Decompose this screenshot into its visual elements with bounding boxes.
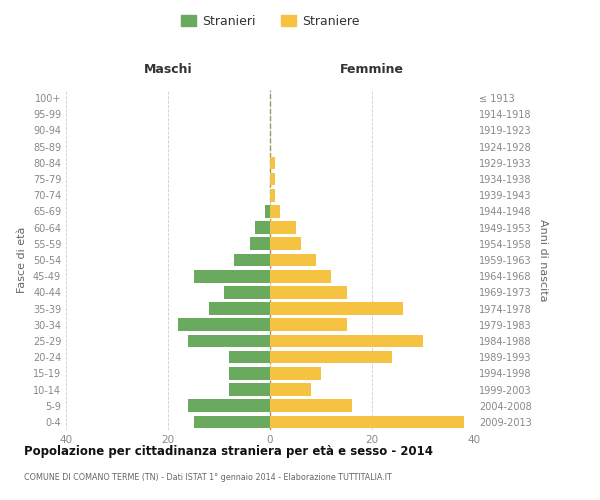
Bar [270, 416, 464, 428]
Y-axis label: Anni di nascita: Anni di nascita [538, 218, 548, 301]
Bar [229, 383, 270, 396]
Bar [270, 334, 423, 347]
Bar [270, 189, 275, 202]
Y-axis label: Fasce di età: Fasce di età [17, 227, 27, 293]
Text: Popolazione per cittadinanza straniera per età e sesso - 2014: Popolazione per cittadinanza straniera p… [24, 445, 433, 458]
Bar [193, 416, 270, 428]
Bar [188, 400, 270, 412]
Text: Femmine: Femmine [340, 64, 404, 76]
Bar [209, 302, 270, 315]
Bar [229, 351, 270, 364]
Bar [270, 254, 316, 266]
Bar [270, 156, 275, 169]
Bar [193, 270, 270, 282]
Bar [270, 383, 311, 396]
Bar [270, 351, 392, 364]
Bar [178, 318, 270, 331]
Bar [270, 172, 275, 186]
Bar [235, 254, 270, 266]
Bar [265, 205, 270, 218]
Bar [270, 400, 352, 412]
Bar [188, 334, 270, 347]
Text: COMUNE DI COMANO TERME (TN) - Dati ISTAT 1° gennaio 2014 - Elaborazione TUTTITAL: COMUNE DI COMANO TERME (TN) - Dati ISTAT… [24, 472, 392, 482]
Bar [224, 286, 270, 298]
Bar [270, 302, 403, 315]
Bar [270, 367, 321, 380]
Bar [270, 270, 331, 282]
Text: Maschi: Maschi [143, 64, 193, 76]
Bar [270, 205, 280, 218]
Bar [270, 286, 347, 298]
Bar [270, 222, 296, 234]
Bar [250, 238, 270, 250]
Bar [254, 222, 270, 234]
Bar [270, 238, 301, 250]
Bar [270, 318, 347, 331]
Bar [229, 367, 270, 380]
Legend: Stranieri, Straniere: Stranieri, Straniere [177, 11, 363, 32]
